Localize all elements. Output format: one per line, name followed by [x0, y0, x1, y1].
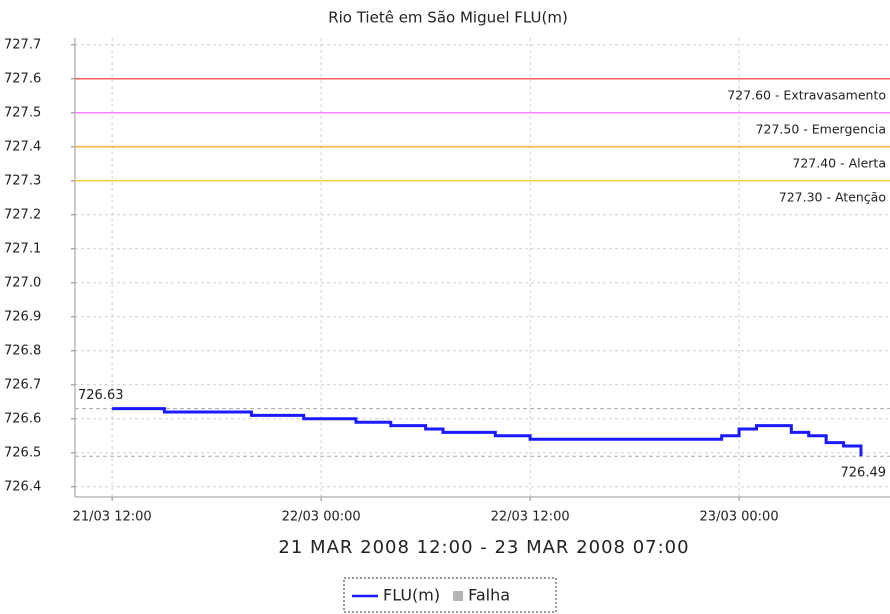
y-tick-label: 727.0	[4, 275, 41, 290]
legend-label: FLU(m)	[383, 586, 440, 605]
marker-label: 726.49	[841, 466, 887, 481]
threshold-label: 727.30 - Atenção	[779, 189, 886, 204]
threshold-label: 727.60 - Extravasamento	[727, 87, 886, 102]
y-tick-label: 726.4	[4, 479, 41, 494]
marker-label: 726.63	[78, 388, 124, 403]
y-tick-label: 726.5	[4, 445, 41, 460]
x-tick-label: 22/03 12:00	[491, 510, 570, 525]
x-tick-label: 22/03 00:00	[282, 510, 361, 525]
chart-title: Rio Tietê em São Miguel FLU(m)	[328, 9, 568, 27]
legend-swatch	[453, 591, 464, 601]
y-tick-label: 727.5	[4, 105, 41, 120]
y-tick-label: 726.6	[4, 411, 41, 426]
x-tick-label: 21/03 12:00	[73, 510, 152, 525]
legend-box	[343, 577, 557, 613]
data-line	[112, 407, 863, 457]
legend-label: Falha	[468, 586, 510, 605]
y-tick-label: 727.6	[4, 71, 41, 86]
y-tick-label: 726.9	[4, 309, 41, 324]
threshold-label: 727.50 - Emergencia	[756, 121, 886, 136]
y-tick-label: 727.7	[4, 37, 41, 52]
threshold-label: 727.40 - Alerta	[792, 155, 886, 170]
x-tick-label: 23/03 00:00	[700, 510, 779, 525]
y-tick-label: 726.8	[4, 343, 41, 358]
y-tick-label: 727.1	[4, 241, 41, 256]
y-tick-label: 727.2	[4, 207, 41, 222]
y-tick-label: 727.3	[4, 173, 41, 188]
y-tick-label: 726.7	[4, 377, 41, 392]
y-tick-label: 727.4	[4, 139, 41, 154]
x-axis-label: 21 MAR 2008 12:00 - 23 MAR 2008 07:00	[278, 537, 689, 558]
